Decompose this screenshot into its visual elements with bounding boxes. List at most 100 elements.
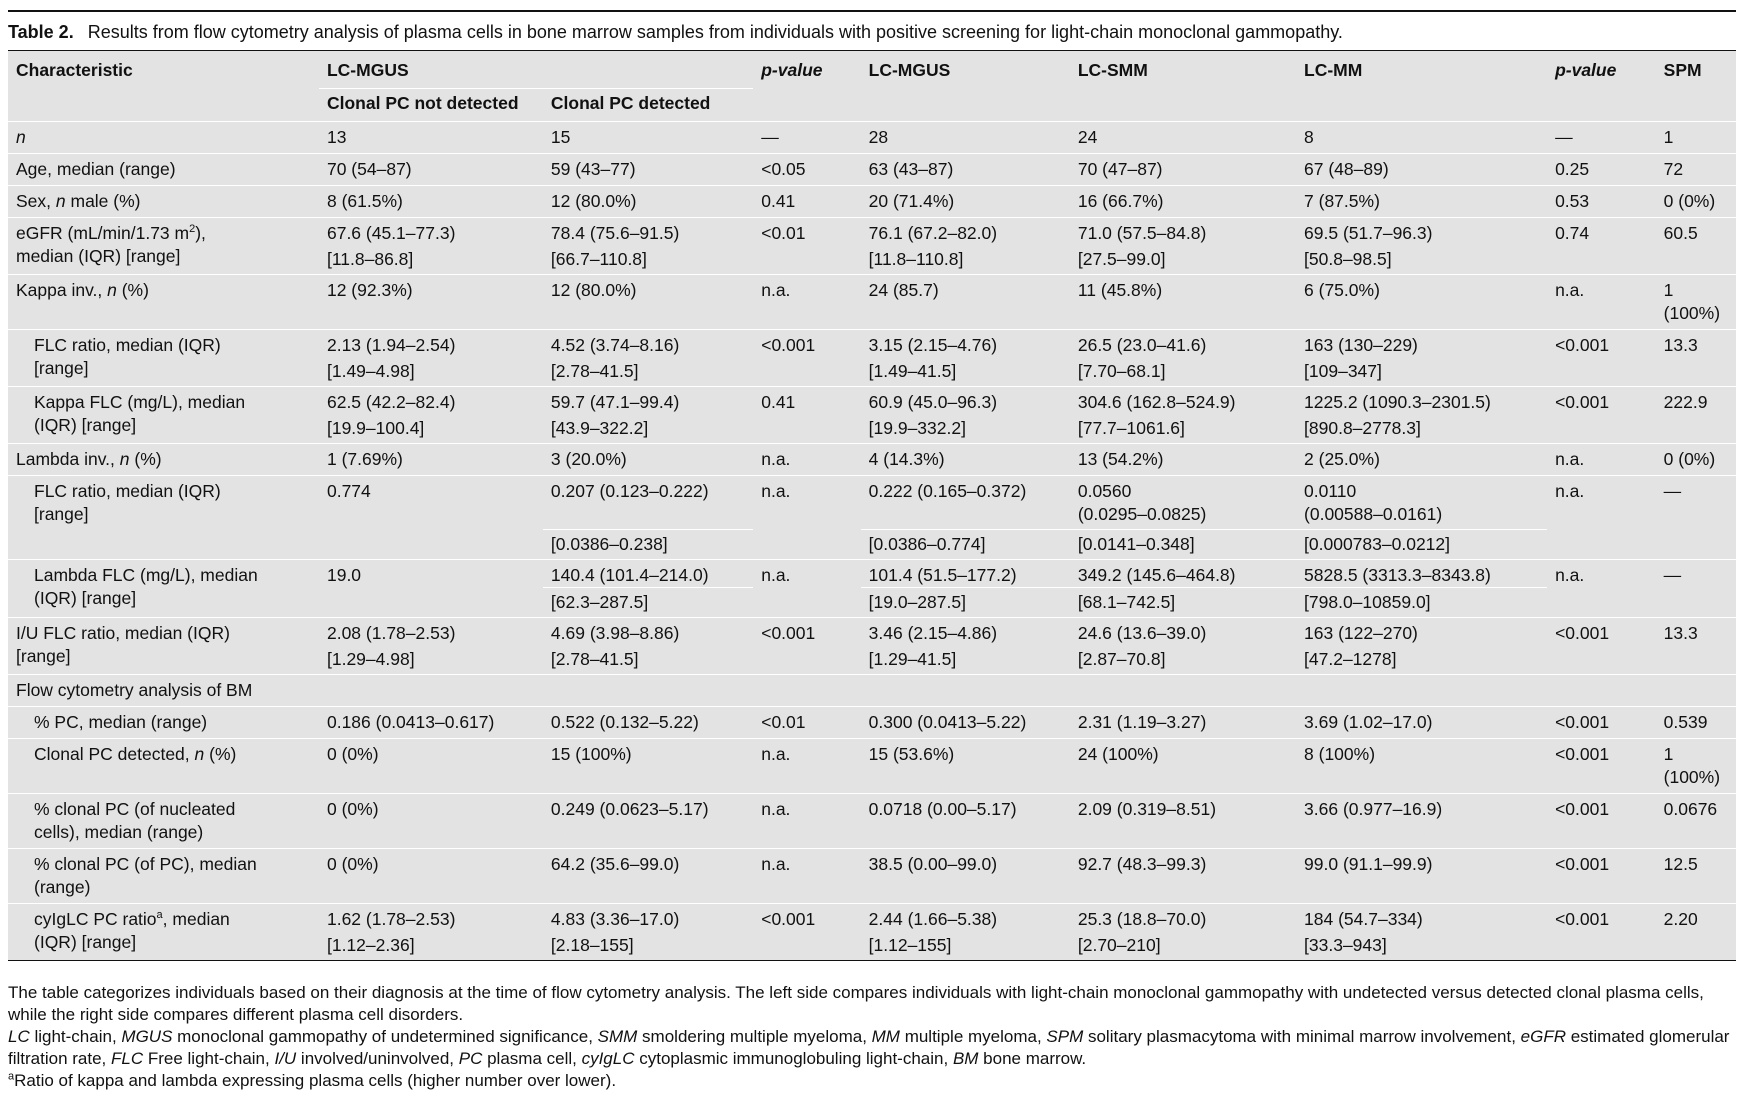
- table-cell: 24 (100%): [1069, 738, 1297, 794]
- table-row: Sex, n male (%) 8 (61.5%) 12 (80.0%) 0.4…: [8, 185, 1736, 218]
- table-row: Age, median (range) 70 (54–87) 59 (43–77…: [8, 153, 1736, 186]
- table-caption: Table 2. Results from flow cytometry anal…: [8, 10, 1736, 44]
- header-row: Characteristic LC-MGUS p-value LC-MGUS L…: [8, 51, 1736, 89]
- table-cell: n.a.: [753, 274, 861, 330]
- table-cell: 2.44 (1.66–5.38): [860, 903, 1070, 931]
- row-label-egfr: eGFR (mL/min/1.73 m2), median (IQR) [rang…: [8, 217, 319, 275]
- table-cell: 76.1 (67.2–82.0): [860, 217, 1070, 245]
- row-label-lambda-flc: Lambda FLC (mg/L), median (IQR) [range]: [8, 559, 319, 618]
- table-cell: 3.46 (2.15–4.86): [860, 617, 1070, 645]
- table-cell: 63 (43–87): [860, 153, 1070, 186]
- abbr-term: LC: [8, 1027, 30, 1046]
- abbr-term: FLC: [111, 1049, 144, 1068]
- table-cell: —: [1655, 475, 1736, 560]
- table-cell: 0.0560 (0.0295–0.0825): [1069, 475, 1297, 530]
- abbr-term: cyIgLC: [581, 1049, 635, 1068]
- abbr-definition: solitary plasmacytoma with minimal marro…: [1083, 1027, 1521, 1046]
- table-cell: 4.83 (3.36–17.0): [542, 903, 754, 931]
- section-label-flow-cytometry: Flow cytometry analysis of BM: [8, 674, 1736, 707]
- abbr-term: MM: [871, 1027, 900, 1046]
- pvalue-1-label: p-value: [761, 60, 823, 80]
- table-cell: 222.9: [1655, 386, 1736, 444]
- abbr-term: SPM: [1046, 1027, 1084, 1046]
- table-cell: 70 (47–87): [1069, 153, 1297, 186]
- table-cell: [66.7–110.8]: [550, 249, 647, 269]
- row-label-pct-clonal-nucleated: % clonal PC (of nucleated cells), median …: [8, 793, 319, 849]
- table-cell: 19.0: [318, 559, 543, 618]
- table-row: n 13 15 — 28 24 8 — 1: [8, 121, 1736, 154]
- table-row: I/U FLC ratio, median (IQR) [range] 2.08 …: [8, 617, 1736, 675]
- table-cell: 0.41: [753, 386, 861, 444]
- table-cell: 92.7 (48.3–99.3): [1069, 848, 1297, 904]
- table-label: Table 2.: [8, 22, 74, 42]
- footnote-abbreviations: LC light-chain, MGUS monoclonal gammopat…: [8, 1026, 1736, 1070]
- row-label-kappa-flc-ratio: FLC ratio, median (IQR) [range]: [8, 329, 319, 387]
- table-cell: [19.9–100.4]: [326, 418, 425, 438]
- row-label-cyiglc: cyIgLC PC ratioa, median (IQR) [range]: [8, 903, 319, 960]
- table-row: % clonal PC (of nucleated cells), median …: [8, 793, 1736, 849]
- table-body: n 13 15 — 28 24 8 — 1 Age, median (range…: [8, 121, 1736, 960]
- abbr-term: SMM: [597, 1027, 638, 1046]
- table-cell: 62.5 (42.2–82.4): [318, 386, 543, 414]
- table-row: eGFR (mL/min/1.73 m2), median (IQR) [rang…: [8, 217, 1736, 275]
- table-cell: 184 (54.7–334): [1296, 903, 1548, 931]
- table-cell: 60.9 (45.0–96.3): [860, 386, 1070, 414]
- table-cell: 67 (48–89): [1296, 153, 1548, 186]
- table-cell: 26.5 (23.0–41.6): [1069, 329, 1297, 357]
- table-cell: 12 (80.0%): [542, 185, 754, 218]
- abbr-term: eGFR: [1520, 1027, 1566, 1046]
- table-cell: [27.5–99.0]: [1077, 249, 1166, 269]
- table-cell: [2.78–41.5]: [550, 361, 639, 381]
- table-cell: [11.8–110.8]: [868, 249, 964, 269]
- table-cell: 24.6 (13.6–39.0): [1069, 617, 1297, 645]
- table-cell: 67.6 (45.1–77.3): [318, 217, 543, 245]
- table-row: FLC ratio, median (IQR) [range] 2.13 (1.9…: [8, 329, 1736, 387]
- table-cell: n.a.: [1547, 274, 1656, 330]
- table-cell: [1.29–4.98]: [326, 649, 415, 669]
- table-cell: 38.5 (0.00–99.0): [860, 848, 1070, 904]
- table-row-range: [0.0386–0.238] [0.0386–0.774] [0.0141–0.…: [8, 529, 1736, 560]
- table-cell: 1 (7.69%): [318, 443, 543, 476]
- table-cell: [2.70–210]: [1077, 935, 1161, 955]
- table-cell: <0.001: [1547, 706, 1656, 739]
- abbr-definition: estimated glomerular filtration rate,: [8, 1027, 1730, 1068]
- table-cell: [2.87–70.8]: [1077, 649, 1166, 669]
- table-cell: <0.001: [1547, 793, 1656, 849]
- table-cell: 0.207 (0.123–0.222): [542, 475, 754, 530]
- table-cell: <0.001: [753, 329, 861, 387]
- table-cell: n.a.: [753, 443, 861, 476]
- table-cell: 2.09 (0.319–8.51): [1069, 793, 1297, 849]
- table-row: Kappa FLC (mg/L), median (IQR) [range] 62…: [8, 386, 1736, 444]
- pvalue-2-label: p-value: [1555, 60, 1617, 80]
- abbr-definition: light-chain,: [29, 1027, 122, 1046]
- row-label-iu-flc-ratio: I/U FLC ratio, median (IQR) [range]: [8, 617, 319, 675]
- results-table-container: Characteristic LC-MGUS p-value LC-MGUS L…: [8, 50, 1736, 961]
- footnote-ratio-note: aRatio of kappa and lambda expressing pl…: [8, 1070, 617, 1090]
- col-header-lc-mgus: LC-MGUS: [868, 60, 951, 80]
- table-cell: 0.539: [1655, 706, 1736, 739]
- table-cell: 1225.2 (1090.3–2301.5): [1296, 386, 1548, 414]
- table-cell: 2.13 (1.94–2.54): [318, 329, 543, 357]
- table-cell: n.a.: [753, 559, 861, 618]
- table-cell: [77.7–1061.6]: [1077, 418, 1185, 438]
- table-cell: 59 (43–77): [542, 153, 754, 186]
- table-cell: 1 (100%): [1655, 274, 1736, 330]
- table-cell: 13.3: [1655, 617, 1736, 675]
- row-label-age: Age, median (range): [8, 153, 319, 186]
- table-cell: 4.69 (3.98–8.86): [542, 617, 754, 645]
- results-table: Characteristic LC-MGUS p-value LC-MGUS L…: [8, 51, 1736, 960]
- table-cell: 0 (0%): [1655, 443, 1736, 476]
- table-cell: 2.08 (1.78–2.53): [318, 617, 543, 645]
- table-cell: [2.78–41.5]: [550, 649, 639, 669]
- table-cell: 304.6 (162.8–524.9): [1069, 386, 1297, 414]
- table-cell: n.a.: [753, 793, 861, 849]
- row-label-sex: Sex, n male (%): [8, 185, 319, 218]
- row-label-pct-pc: % PC, median (range): [8, 706, 319, 739]
- abbr-term: MGUS: [121, 1027, 173, 1046]
- table-cell: 0.774: [318, 475, 543, 560]
- table-cell: 3 (20.0%): [542, 443, 754, 476]
- table-cell: [0.0386–0.774]: [860, 529, 1070, 560]
- table-row: Kappa inv., n (%) 12 (92.3%) 12 (80.0%) …: [8, 274, 1736, 330]
- table-cell: [11.8–86.8]: [326, 249, 414, 269]
